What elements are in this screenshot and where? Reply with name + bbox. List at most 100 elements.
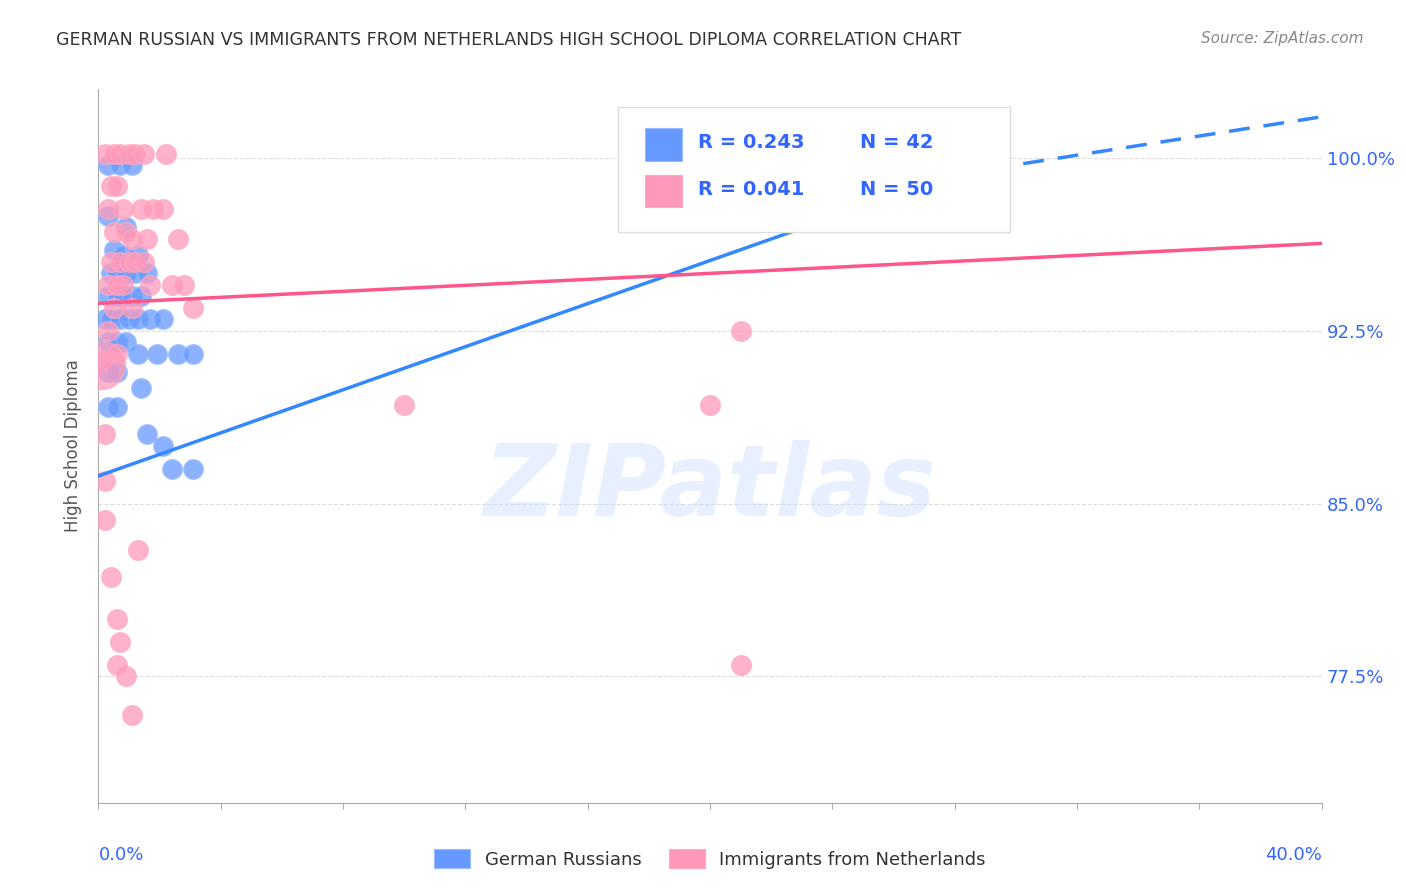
Point [142,202,165,216]
Point [97,209,120,223]
Point [100,255,122,269]
Point [97,289,120,303]
Point [129,289,152,303]
Point [105,657,128,672]
Point [152,202,174,216]
Point [105,266,128,280]
Point [108,634,131,648]
Point [93,513,115,527]
Point [136,427,159,442]
Point [124,266,146,280]
Point [100,178,122,193]
Point [134,255,156,269]
Text: 0.0%: 0.0% [98,847,143,864]
Point [121,301,143,315]
Point [115,335,138,350]
Point [145,347,167,361]
Point [93,427,115,442]
Point [118,146,141,161]
Point [943,158,966,172]
Point [111,202,134,216]
Point [111,289,134,303]
Point [108,312,131,326]
Point [105,178,128,193]
Point [97,400,120,414]
Point [105,365,128,379]
Text: 40.0%: 40.0% [1265,847,1322,864]
Point [105,347,128,361]
FancyBboxPatch shape [645,128,682,161]
Point [103,146,125,161]
Point [97,277,120,292]
Text: ZIPatlas: ZIPatlas [484,441,936,537]
Point [152,439,174,453]
Point [103,225,125,239]
Point [115,225,138,239]
Point [127,542,149,557]
Point [181,301,204,315]
Point [103,301,125,315]
Point [173,277,195,292]
Point [181,347,204,361]
Text: N = 42: N = 42 [860,133,934,153]
Point [100,266,122,280]
Y-axis label: High School Diploma: High School Diploma [65,359,83,533]
Point [136,232,159,246]
Point [124,146,146,161]
Point [90,354,112,368]
Point [93,474,115,488]
Point [108,158,131,172]
FancyBboxPatch shape [645,175,682,207]
Point [100,312,122,326]
Point [118,312,141,326]
Point [115,669,138,683]
Point [155,146,177,161]
Point [105,612,128,626]
Point [105,289,128,303]
Point [115,220,138,235]
Point [121,158,143,172]
Point [93,312,115,326]
Point [160,277,183,292]
Point [97,202,120,216]
Point [181,462,204,476]
Point [90,359,112,373]
Point [115,266,138,280]
Point [111,248,134,262]
Point [121,232,143,246]
Point [134,146,156,161]
Point [129,202,152,216]
Point [392,398,416,412]
Point [124,255,146,269]
Point [127,312,149,326]
Point [108,255,131,269]
Point [699,398,721,412]
Legend: German Russians, Immigrants from Netherlands: German Russians, Immigrants from Netherl… [427,842,993,876]
Point [97,324,120,338]
Point [105,277,128,292]
FancyBboxPatch shape [619,107,1010,232]
Point [103,244,125,258]
Point [139,312,162,326]
Point [100,570,122,584]
Point [111,277,134,292]
Text: R = 0.243: R = 0.243 [697,133,804,153]
Point [127,347,149,361]
Point [129,381,152,395]
Point [152,312,174,326]
Point [160,462,183,476]
Text: N = 50: N = 50 [860,179,934,199]
Text: GERMAN RUSSIAN VS IMMIGRANTS FROM NETHERLANDS HIGH SCHOOL DIPLOMA CORRELATION CH: GERMAN RUSSIAN VS IMMIGRANTS FROM NETHER… [56,31,962,49]
Point [93,146,115,161]
Point [97,365,120,379]
Point [730,324,752,338]
Point [105,335,128,350]
Point [167,232,190,246]
Point [127,248,149,262]
Point [730,657,752,672]
Point [167,347,190,361]
Point [97,335,120,350]
Point [118,255,141,269]
Point [139,277,162,292]
Point [136,266,159,280]
